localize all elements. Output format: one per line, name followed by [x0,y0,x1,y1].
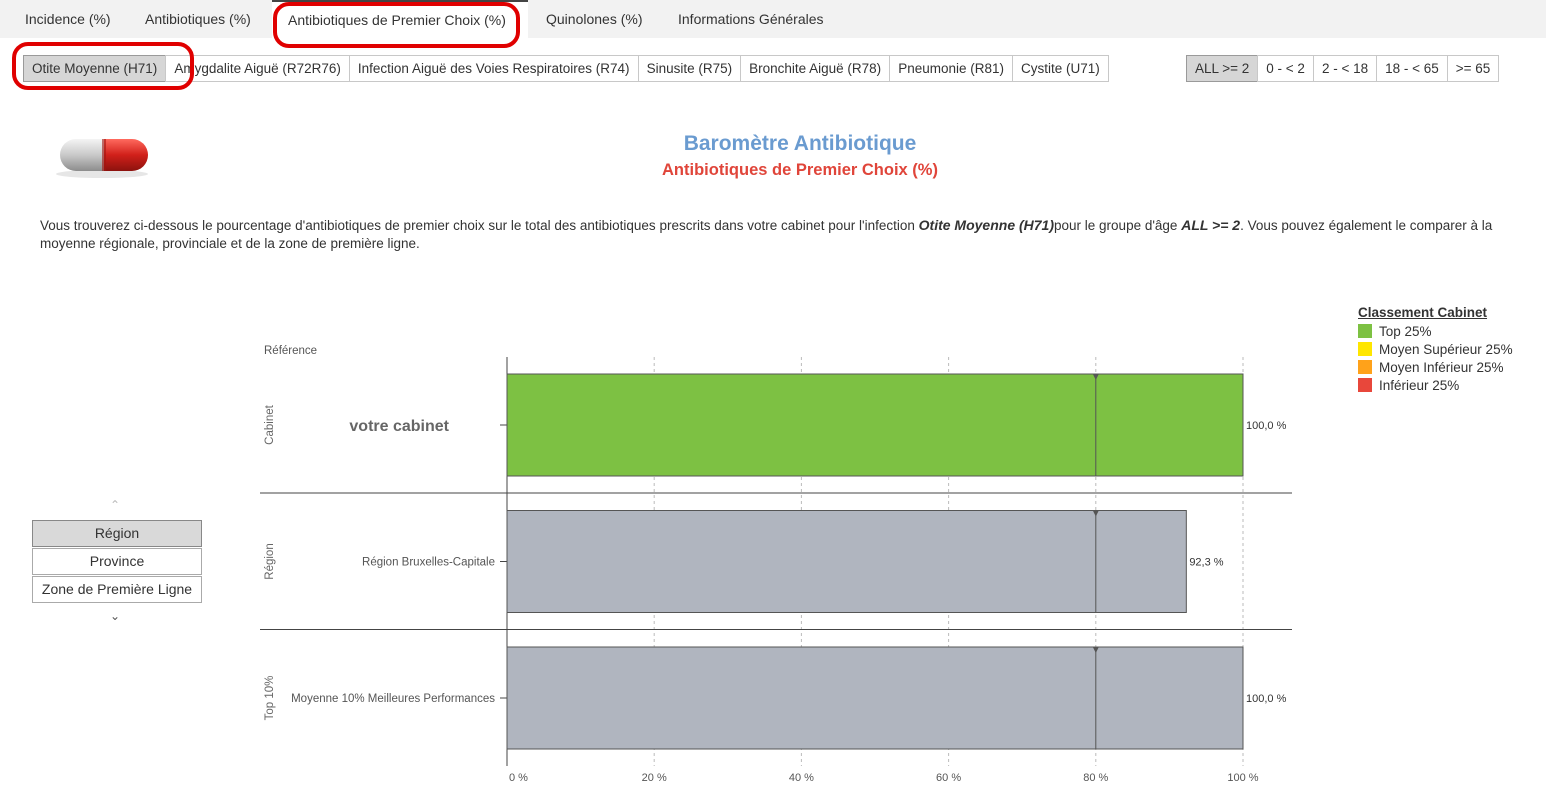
target-marker-head [1092,647,1099,653]
legend-title: Classement Cabinet [1358,305,1488,320]
description-infection: Otite Moyenne (H71) [918,217,1055,233]
chevron-down-icon[interactable]: ⌄ [110,609,121,623]
age-tab-18-65[interactable]: 18 - < 65 [1376,55,1448,82]
top-tab-bar: Incidence (%) Antibiotiques (%) Antibiot… [0,0,1546,38]
age-group-tabs: ALL >= 2 0 - < 2 2 - < 18 18 - < 65 >= 6… [1186,55,1500,82]
x-tick-label: 100 % [1227,772,1258,784]
pill-logo [56,139,148,178]
legend: Classement Cabinet Top 25% Moyen Supérie… [1358,305,1513,394]
category-label: votre cabinet [349,418,449,435]
subtab-cystite[interactable]: Cystite (U71) [1012,55,1109,82]
selector-zone-premiere-ligne[interactable]: Zone de Première Ligne [32,576,202,603]
age-tab-65plus[interactable]: >= 65 [1446,55,1500,82]
tab-antibiotiques-premier-choix[interactable]: Antibiotiques de Premier Choix (%) [272,0,528,38]
page-title: Baromètre Antibiotique [683,132,917,155]
infection-tabs: Otite Moyenne (H71) Amygdalite Aiguë (R7… [23,55,1109,82]
subtab-otite-moyenne[interactable]: Otite Moyenne (H71) [23,55,167,82]
selector-region[interactable]: Région [32,520,202,547]
tab-antibiotiques[interactable]: Antibiotiques (%) [145,11,251,27]
legend-item-top: Top 25% [1358,322,1513,340]
chevron-up-icon[interactable]: ⌃ [110,498,121,512]
group-label: Région [264,543,276,579]
data-label: 92,3 % [1189,557,1223,569]
group-label: Top 10% [264,676,276,721]
target-marker-head [1092,510,1099,517]
subtab-infection-voies-respiratoires[interactable]: Infection Aiguë des Voies Respiratoires … [348,55,639,82]
subtab-amygdalite[interactable]: Amygdalite Aiguë (R72R76) [165,55,350,82]
reference-label: Référence [264,345,317,357]
x-tick-label: 60 % [936,772,961,784]
subtab-sinusite[interactable]: Sinusite (R75) [637,55,742,82]
tab-incidence[interactable]: Incidence (%) [25,11,111,27]
subtab-pneumonie[interactable]: Pneumonie (R81) [889,55,1013,82]
description-age-group: ALL >= 2 [1181,217,1241,233]
description-text: Vous trouverez ci-dessous le pourcentage… [40,217,1493,251]
bar [506,373,1244,477]
group-label: Cabinet [264,404,276,444]
bar [506,510,1187,613]
age-tab-2-18[interactable]: 2 - < 18 [1312,55,1378,82]
age-tab-all[interactable]: ALL >= 2 [1186,55,1259,82]
tab-informations-generales[interactable]: Informations Générales [678,11,824,27]
x-tick-label: 20 % [642,772,667,784]
age-tab-0-2[interactable]: 0 - < 2 [1257,55,1314,82]
target-marker-head [1092,374,1099,380]
data-label: 100,0 % [1246,420,1287,432]
data-label: 100,0 % [1246,693,1287,705]
category-label: Région Bruxelles-Capitale [362,557,495,569]
subtab-bronchite[interactable]: Bronchite Aiguë (R78) [740,55,891,82]
page-subtitle: Antibiotiques de Premier Choix (%) [662,161,938,179]
x-tick-label: 0 % [509,772,528,784]
legend-item-moyen-inferieur: Moyen Inférieur 25% [1358,358,1513,376]
x-tick-label: 80 % [1083,772,1108,784]
legend-item-inferieur: Inférieur 25% [1358,376,1513,394]
legend-item-moyen-superieur: Moyen Supérieur 25% [1358,340,1513,358]
x-tick-label: 40 % [789,772,814,784]
selector-province[interactable]: Province [32,548,202,575]
category-label: Moyenne 10% Meilleures Performances [291,693,495,705]
tab-quinolones[interactable]: Quinolones (%) [546,11,643,27]
bar [506,646,1244,750]
